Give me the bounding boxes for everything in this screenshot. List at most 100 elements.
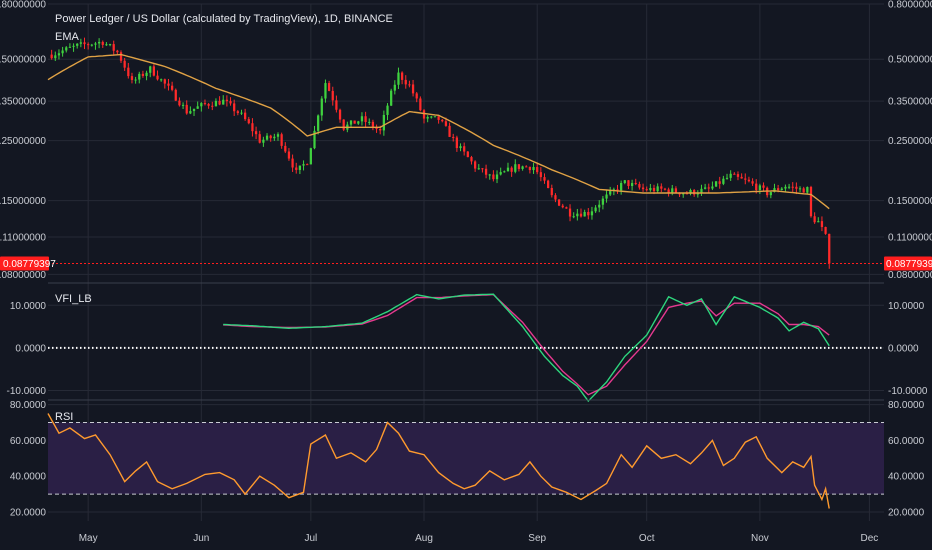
candle-body: [130, 76, 134, 80]
candle-body: [400, 72, 404, 80]
candle-body: [714, 181, 718, 187]
price-candles: [50, 37, 831, 269]
last-price-tag-left-text: 0.08779397: [3, 259, 56, 270]
candle-body: [561, 205, 564, 208]
rsi-line: [47, 413, 830, 509]
candle-body: [733, 173, 736, 175]
candle-body: [437, 116, 440, 120]
candle-body: [247, 119, 250, 124]
candle-body: [543, 177, 546, 181]
candle-body: [167, 83, 170, 86]
candle-body: [488, 174, 491, 176]
candle-body: [273, 136, 276, 139]
rsi-band-fill: [48, 422, 884, 495]
candle-body: [547, 180, 550, 189]
candle-body: [185, 104, 188, 114]
candle-body: [481, 168, 484, 170]
candle-body: [747, 179, 751, 182]
candle-body: [550, 188, 553, 196]
candle-body: [499, 172, 502, 175]
candle-body: [422, 110, 426, 119]
candle-body: [123, 60, 126, 68]
rsi-axis-label: 80.0000: [10, 400, 47, 411]
price-axis-label: 0.25000000: [888, 136, 932, 147]
candle-body: [342, 119, 345, 130]
price-axis-label: 0.35000000: [888, 97, 932, 108]
candle-body: [536, 167, 539, 173]
candle-body: [463, 146, 466, 152]
rsi-axis-label: 60.0000: [888, 436, 925, 447]
candle-body: [390, 90, 393, 106]
candle-body: [222, 99, 225, 105]
candle-body: [97, 41, 101, 44]
candle-body: [90, 44, 93, 46]
candle-body: [189, 111, 192, 114]
candle-body: [758, 185, 762, 191]
time-axis[interactable]: May Jun Jul Aug Sep Oct Nov Dec: [79, 533, 879, 544]
candle-body: [776, 188, 780, 191]
candle-body: [649, 187, 652, 191]
candle-body: [170, 85, 174, 90]
candle-body: [769, 192, 772, 196]
candle-body: [674, 188, 678, 193]
right-price-axis[interactable]: 0.80000000 0.50000000 0.35000000 0.25000000…: [888, 0, 932, 519]
candle-body: [364, 116, 367, 123]
price-axis-label: 0.08000000: [888, 270, 932, 281]
candle-body: [225, 99, 229, 102]
candle-body: [61, 50, 64, 54]
candle-body: [729, 173, 732, 178]
candle-body: [258, 134, 261, 143]
candle-body: [119, 52, 123, 61]
candle-body: [262, 139, 265, 143]
candle-body: [448, 125, 451, 137]
candle-body: [682, 193, 685, 195]
candle-body: [620, 183, 623, 191]
candle-body: [590, 211, 594, 216]
price-axis-label: 0.80000000: [0, 0, 46, 11]
price-axis-label: 0.35000000: [0, 97, 46, 108]
candle-body: [517, 164, 521, 169]
candle-body: [360, 116, 364, 122]
candle-body: [79, 42, 82, 44]
ema-line: [47, 53, 830, 210]
candle-body: [433, 116, 437, 118]
candle-body: [280, 134, 283, 146]
candle-body: [784, 186, 787, 189]
candle-body: [145, 72, 148, 76]
candle-body: [660, 186, 663, 189]
candle-body: [156, 75, 159, 80]
candle-body: [802, 188, 805, 193]
candle-body: [276, 134, 280, 137]
candle-body: [711, 186, 714, 189]
vfi-line: [223, 293, 830, 403]
vfi-axis-label: -10.0000: [888, 386, 928, 397]
candle-body: [452, 136, 455, 138]
candle-body: [663, 188, 667, 190]
vfi-axis-label: 0.0000: [888, 343, 919, 354]
candle-body: [386, 105, 389, 115]
candle-body: [514, 164, 517, 172]
candle-body: [820, 221, 824, 228]
candle-body: [773, 188, 776, 193]
candle-body: [244, 112, 247, 120]
candle-body: [284, 145, 287, 152]
candle-body: [302, 164, 305, 166]
candle-body: [426, 116, 429, 119]
candle-body: [506, 167, 510, 172]
candle-body: [755, 183, 758, 191]
candle-body: [291, 158, 294, 168]
vfi-panel[interactable]: [48, 293, 884, 403]
candle-body: [178, 100, 181, 106]
time-axis-label: Aug: [415, 533, 433, 544]
last-price-tag-left-bg: [0, 256, 49, 271]
rsi-panel[interactable]: [47, 413, 884, 509]
price-panel[interactable]: [47, 37, 884, 269]
candle-body: [320, 98, 323, 116]
vfi-axis-label: 0.0000: [15, 343, 46, 354]
candle-body: [740, 176, 743, 179]
rsi-axis-label: 60.0000: [10, 436, 47, 447]
candle-body: [72, 45, 75, 47]
candle-body: [579, 213, 583, 217]
left-price-axis[interactable]: 0.80000000 0.50000000 0.35000000 0.25000000…: [0, 0, 46, 519]
